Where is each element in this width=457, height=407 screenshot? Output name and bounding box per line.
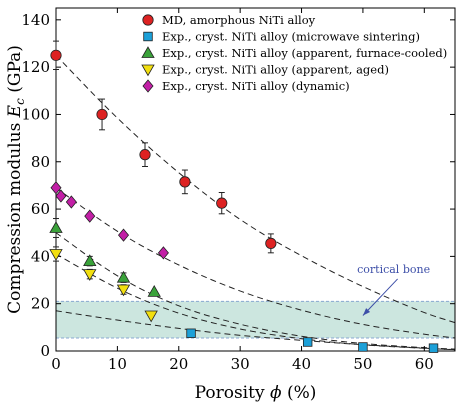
data-point xyxy=(65,195,77,209)
legend-marker-4 xyxy=(141,64,155,77)
y-tick-label: 120 xyxy=(21,58,50,76)
legend-marker-1 xyxy=(142,14,154,26)
data-point xyxy=(49,249,63,261)
legend: MD, amorphous NiTi alloy Exp., cryst. NiT… xyxy=(141,13,447,93)
data-point xyxy=(179,176,191,188)
data-point xyxy=(116,284,131,297)
y-tick-label: 140 xyxy=(21,11,50,29)
legend-label-1: MD, amorphous NiTi alloy xyxy=(162,13,316,27)
legend-marker-5 xyxy=(142,79,154,93)
x-tick-label: 0 xyxy=(51,355,61,373)
series-3 xyxy=(49,218,161,297)
axes: 0 10 20 30 40 50 60 0 20 40 60 80 100 120 140 xyxy=(21,7,456,373)
x-tick-label: 10 xyxy=(108,355,127,373)
legend-label-3: Exp., cryst. NiTi alloy (apparent, furna… xyxy=(162,46,447,60)
legend-marker-3 xyxy=(141,46,155,58)
annotation: cortical bone xyxy=(357,263,430,316)
data-point xyxy=(116,270,131,283)
series-5 xyxy=(50,181,169,260)
x-tick-label: 60 xyxy=(415,355,434,373)
annotation-label: cortical bone xyxy=(357,263,430,276)
y-tick-label: 40 xyxy=(31,247,50,265)
series-2 xyxy=(186,328,439,353)
data-point xyxy=(265,237,277,249)
data-point xyxy=(83,269,97,281)
data-point xyxy=(84,209,96,223)
data-point xyxy=(50,181,62,195)
data-point xyxy=(157,246,169,260)
y-tick-label: 0 xyxy=(40,342,50,360)
x-tick-label: 50 xyxy=(353,355,372,373)
legend-marker-2 xyxy=(143,31,153,42)
legend-label-4: Exp., cryst. NiTi alloy (apparent, aged) xyxy=(162,63,389,77)
fit-curve-4 xyxy=(55,253,456,351)
data-point xyxy=(358,342,368,352)
fit-curve-1 xyxy=(55,54,456,324)
data-point xyxy=(83,254,97,267)
data-series xyxy=(49,40,439,353)
data-point xyxy=(55,189,67,203)
data-point xyxy=(186,328,196,338)
legend-label-5: Exp., cryst. NiTi alloy (dynamic) xyxy=(162,79,350,93)
data-point xyxy=(147,285,161,297)
data-point xyxy=(50,49,62,61)
x-tick-label: 20 xyxy=(169,355,188,373)
data-point xyxy=(216,197,228,209)
data-point xyxy=(302,337,313,347)
series-1 xyxy=(50,40,277,254)
data-point xyxy=(428,343,439,353)
data-point xyxy=(96,108,108,121)
x-tick-label: 30 xyxy=(231,355,250,373)
data-point xyxy=(139,149,151,161)
data-point xyxy=(144,310,158,323)
y-axis-label: Compression modulus Ec (GPa) xyxy=(5,45,27,314)
x-axis-label: Porosity ϕ (%) xyxy=(195,383,317,403)
y-tick-label: 20 xyxy=(31,295,50,313)
annotation-arrowhead xyxy=(362,308,371,316)
series-4 xyxy=(49,246,158,323)
y-tick-label: 80 xyxy=(31,153,50,171)
plot-frame xyxy=(55,7,456,352)
y-tick-label: 60 xyxy=(31,200,50,218)
data-point xyxy=(118,228,130,242)
annotation-arrow xyxy=(362,278,398,316)
legend-label-2: Exp., cryst. NiTi alloy (microwave sinte… xyxy=(162,30,420,44)
data-point xyxy=(49,221,63,233)
fit-curve-2 xyxy=(55,187,456,339)
y-tick-label: 100 xyxy=(21,105,50,123)
x-tick-label: 40 xyxy=(292,355,311,373)
